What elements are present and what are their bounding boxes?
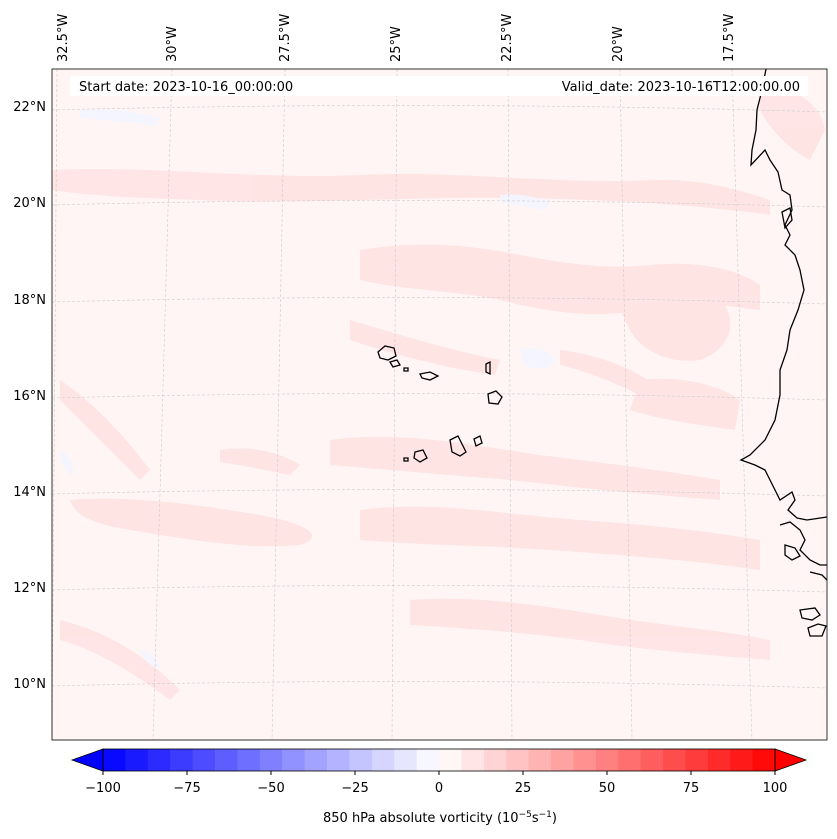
coastline <box>739 68 828 637</box>
lat-label: 18°N <box>13 293 46 308</box>
start-date-label: Start date: 2023-10-16_00:00:00 <box>79 80 293 95</box>
colorbar-bin <box>215 749 238 771</box>
colorbar-bin <box>259 749 283 771</box>
colorbar-bin <box>394 749 418 771</box>
date-header-box <box>70 76 808 96</box>
colorbar-bin <box>170 749 194 771</box>
colorbar-bin <box>237 749 261 771</box>
lat-label: 10°N <box>13 677 46 692</box>
colorbar-max-extend-arrow <box>774 748 808 772</box>
lat-label: 14°N <box>13 485 46 500</box>
colorbar-label-mid: s <box>532 811 539 826</box>
colorbar-bin <box>506 749 530 771</box>
colorbar-bin <box>416 749 440 771</box>
colorbar-bin <box>192 749 216 771</box>
lon-label: 22.5°W <box>500 14 515 62</box>
longitude-labels: 32.5°W 30°W 27.5°W 25°W 22.5°W 20°W 17.5… <box>56 14 737 62</box>
lon-label: 30°W <box>165 26 180 62</box>
lon-label: 27.5°W <box>278 14 293 62</box>
lon-label: 32.5°W <box>56 14 71 62</box>
colorbar-bin <box>618 749 642 771</box>
lon-label: 17.5°W <box>722 14 737 62</box>
colorbar-label-main: 850 hPa absolute vorticity (10 <box>323 811 519 826</box>
colorbar-bin <box>573 749 597 771</box>
colorbar-tick-label: −50 <box>257 781 284 796</box>
lat-label: 22°N <box>13 100 46 115</box>
colorbar-label-exp2: −1 <box>539 810 552 820</box>
colorbar-bin <box>685 749 709 771</box>
colorbar-bin <box>282 749 306 771</box>
lat-label: 16°N <box>13 389 46 404</box>
colorbar: −100 −75 −50 −25 0 25 50 75 100 850 hPa absolute… <box>70 748 808 826</box>
map-panel: Start date: 2023-10-16_00:00:00 Valid_da… <box>51 68 828 741</box>
colorbar-bin <box>663 749 686 771</box>
colorbar-bin <box>483 749 507 771</box>
colorbar-ticks: −100 −75 −50 −25 0 25 50 75 100 <box>85 771 787 796</box>
colorbar-tick-label: 100 <box>763 781 788 796</box>
colorbar-bin <box>595 749 619 771</box>
colorbar-bin <box>349 749 373 771</box>
latitude-labels: 22°N 20°N 18°N 16°N 14°N 12°N 10°N <box>13 100 46 692</box>
lon-label: 25°W <box>389 26 404 62</box>
colorbar-tick-label: −25 <box>341 781 368 796</box>
colorbar-tick-label: 25 <box>515 781 532 796</box>
negative-vorticity-field <box>60 109 555 668</box>
colorbar-bin <box>640 749 664 771</box>
colorbar-tick-label: −100 <box>85 781 121 796</box>
colorbar-bin <box>103 749 126 771</box>
graticule <box>51 68 828 741</box>
colorbar-bin <box>439 749 462 771</box>
colorbar-label-exp1: −5 <box>519 810 532 820</box>
colorbar-bin <box>528 749 552 771</box>
colorbar-label: 850 hPa absolute vorticity (10−5s−1) <box>323 810 557 826</box>
colorbar-bins <box>103 749 776 771</box>
lat-label: 12°N <box>13 581 46 596</box>
colorbar-bin <box>461 749 485 771</box>
lat-label: 20°N <box>13 196 46 211</box>
colorbar-min-extend-arrow <box>70 748 104 772</box>
colorbar-bin <box>125 749 149 771</box>
lon-label: 20°W <box>611 26 626 62</box>
cape-verde-islands <box>377 345 503 463</box>
colorbar-tick-label: 50 <box>599 781 616 796</box>
colorbar-tick-label: 75 <box>683 781 700 796</box>
colorbar-bin <box>304 749 328 771</box>
colorbar-bin <box>371 749 395 771</box>
colorbar-label-end: ) <box>552 811 557 826</box>
colorbar-bin <box>730 749 754 771</box>
colorbar-tick-label: −75 <box>173 781 200 796</box>
colorbar-bin <box>752 749 776 771</box>
colorbar-bin <box>707 749 731 771</box>
colorbar-bin <box>147 749 171 771</box>
colorbar-bin <box>327 749 350 771</box>
colorbar-bin <box>551 749 574 771</box>
colorbar-tick-label: 0 <box>435 781 443 796</box>
map-frame <box>51 68 828 741</box>
valid-date-label: Valid_date: 2023-10-16T12:00:00.00 <box>562 80 800 95</box>
